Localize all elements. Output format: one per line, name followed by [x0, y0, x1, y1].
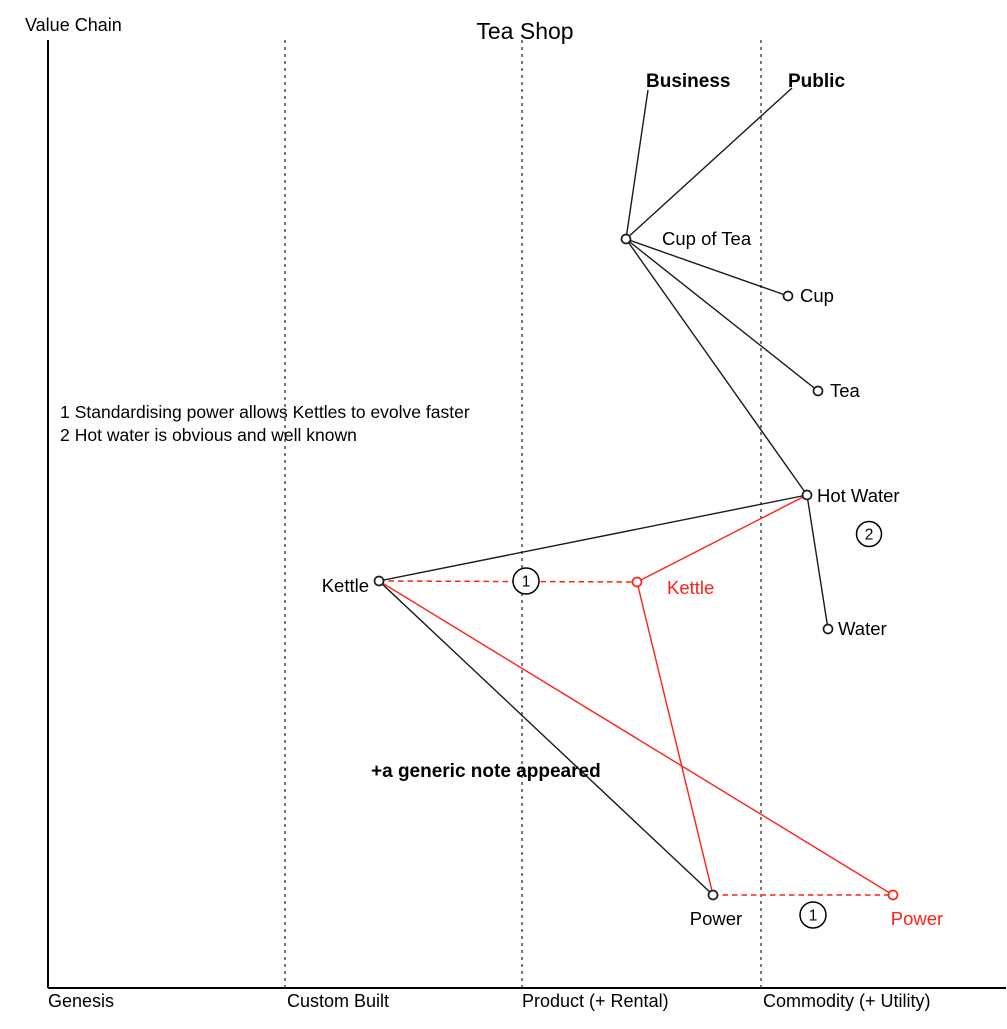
edge-hotwater-water — [806, 494, 829, 630]
movement-kettle-line — [378, 580, 638, 583]
node-water — [822, 623, 834, 635]
node-label-cup-of-tea: Cup of Tea — [662, 228, 752, 249]
node-label-power: Power — [690, 908, 742, 929]
node-cup-of-tea — [620, 233, 632, 245]
edge-public-cupoftea — [625, 87, 793, 240]
annotation-legend-line-1: 1 Standardising power allows Kettles to e… — [60, 402, 470, 422]
node-label-kettle: Kettle — [322, 575, 369, 596]
map-note: +a generic note appeared — [371, 761, 601, 782]
annotation-marker-1-kettle: 1 — [512, 567, 540, 595]
edge-kettle-power — [378, 580, 714, 896]
annotation-marker-number: 1 — [522, 574, 531, 591]
stage-label-commodity: Commodity (+ Utility) — [763, 991, 931, 1011]
annotation-marker-number: 1 — [809, 908, 818, 925]
stage-label-genesis: Genesis — [48, 991, 114, 1011]
node-label-power-evolved: Power — [891, 908, 943, 929]
map-title: Tea Shop — [476, 18, 573, 44]
value-chain-axis-label: Value Chain — [25, 15, 122, 35]
node-hot-water — [801, 489, 813, 501]
node-kettle-evolved — [631, 576, 643, 588]
annotation-marker-1-power: 1 — [799, 901, 827, 929]
annotation-legend-line-2: 2 Hot water is obvious and well known — [60, 425, 357, 445]
node-power-evolved — [887, 889, 899, 901]
annotation-marker-2-hot-water: 2 — [855, 520, 883, 548]
edge-business-cupoftea — [625, 89, 649, 240]
annotation-number: 2 — [60, 425, 70, 445]
annotation-text: Standardising power allows Kettles to ev… — [75, 402, 470, 422]
node-label-kettle-evolved: Kettle — [667, 577, 714, 598]
node-tea — [812, 385, 824, 397]
edge-hotwater-kettle — [378, 494, 808, 582]
annotation-text: Hot water is obvious and well known — [75, 425, 357, 445]
edge-kettle-evolved-power — [636, 581, 714, 896]
edge-cupoftea-tea — [625, 238, 819, 392]
edge-cupoftea-cup — [625, 238, 789, 297]
node-kettle — [373, 575, 385, 587]
node-cup — [782, 290, 794, 302]
node-power — [707, 889, 719, 901]
edge-kettle-power-evolved — [378, 580, 894, 896]
node-label-tea: Tea — [830, 380, 861, 401]
node-label-hot-water: Hot Water — [817, 485, 900, 506]
node-label-cup: Cup — [800, 285, 834, 306]
annotation-number: 1 — [60, 402, 70, 422]
edge-hotwater-kettle-evolved — [636, 494, 808, 583]
annotation-marker-number: 2 — [865, 527, 874, 544]
anchor-label-public: Public — [788, 71, 845, 92]
anchor-label-business: Business — [646, 71, 730, 92]
stage-label-product: Product (+ Rental) — [522, 991, 669, 1011]
node-label-water: Water — [838, 618, 887, 639]
edge-cupoftea-hotwater — [625, 238, 808, 496]
stage-label-custom-built: Custom Built — [287, 991, 389, 1011]
